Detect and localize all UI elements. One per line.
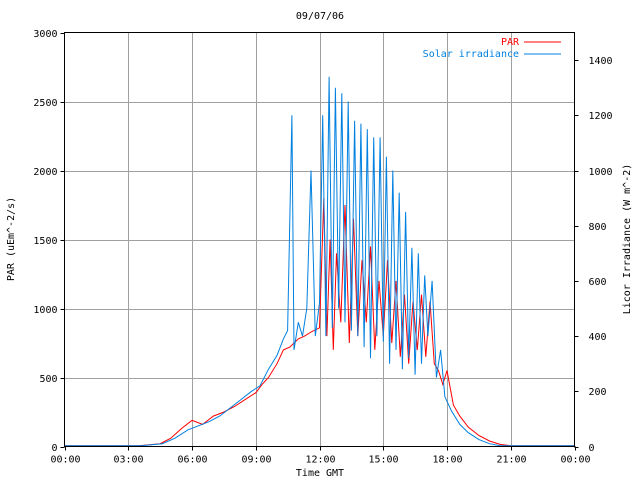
grid-layer: [64, 32, 575, 447]
y-tick-label-left: 500: [39, 374, 57, 385]
y-axis-label-right: Licor Irradiance (W m^-2): [622, 164, 633, 315]
x-tick-label: 06:00: [177, 455, 207, 466]
chart-title: 09/07/06: [296, 11, 344, 22]
x-tick-label: 03:00: [113, 455, 143, 466]
x-tick-label: 00:00: [50, 455, 80, 466]
series-line-solar-irradiance: [64, 76, 575, 447]
x-tick-label: 21:00: [496, 455, 526, 466]
tick-layer: 00:00 03:00 06:00 09:00 12:00 15:00 18:00 21:00…: [33, 29, 612, 466]
y-tick-label-left: 1000: [33, 305, 57, 316]
x-tick-label: 15:00: [368, 455, 398, 466]
x-tick-label: 12:00: [305, 455, 335, 466]
y-tick-label-right: 800: [589, 222, 607, 233]
y-tick-label-right: 1000: [589, 167, 613, 178]
y-tick-label-right: 400: [589, 332, 607, 343]
y-tick-label-right: 1400: [589, 56, 613, 67]
legend: PAR Solar irradiance: [423, 37, 561, 60]
y-tick-label-right: 600: [589, 277, 607, 288]
y-tick-label-left: 0: [51, 443, 57, 454]
x-tick-label: 00:00: [560, 455, 590, 466]
legend-label-solar: Solar irradiance: [423, 49, 519, 60]
y-axis-label-left: PAR (uEm^-2/s): [6, 197, 17, 281]
y-tick-label-right: 1200: [589, 111, 613, 122]
x-tick-label: 18:00: [432, 455, 462, 466]
plot-frame: [64, 32, 575, 447]
y-tick-label-left: 1500: [33, 236, 57, 247]
y-tick-label-left: 2000: [33, 167, 57, 178]
y-tick-label-left: 3000: [33, 29, 57, 40]
series-line-par: [64, 198, 575, 447]
y-tick-label-right: 200: [589, 387, 607, 398]
x-axis-label: Time GMT: [296, 468, 344, 479]
y-tick-label-left: 2500: [33, 98, 57, 109]
legend-label-par: PAR: [501, 37, 520, 48]
series-layer: [64, 76, 575, 447]
x-tick-label: 09:00: [241, 455, 271, 466]
y-tick-label-right: 0: [589, 443, 595, 454]
